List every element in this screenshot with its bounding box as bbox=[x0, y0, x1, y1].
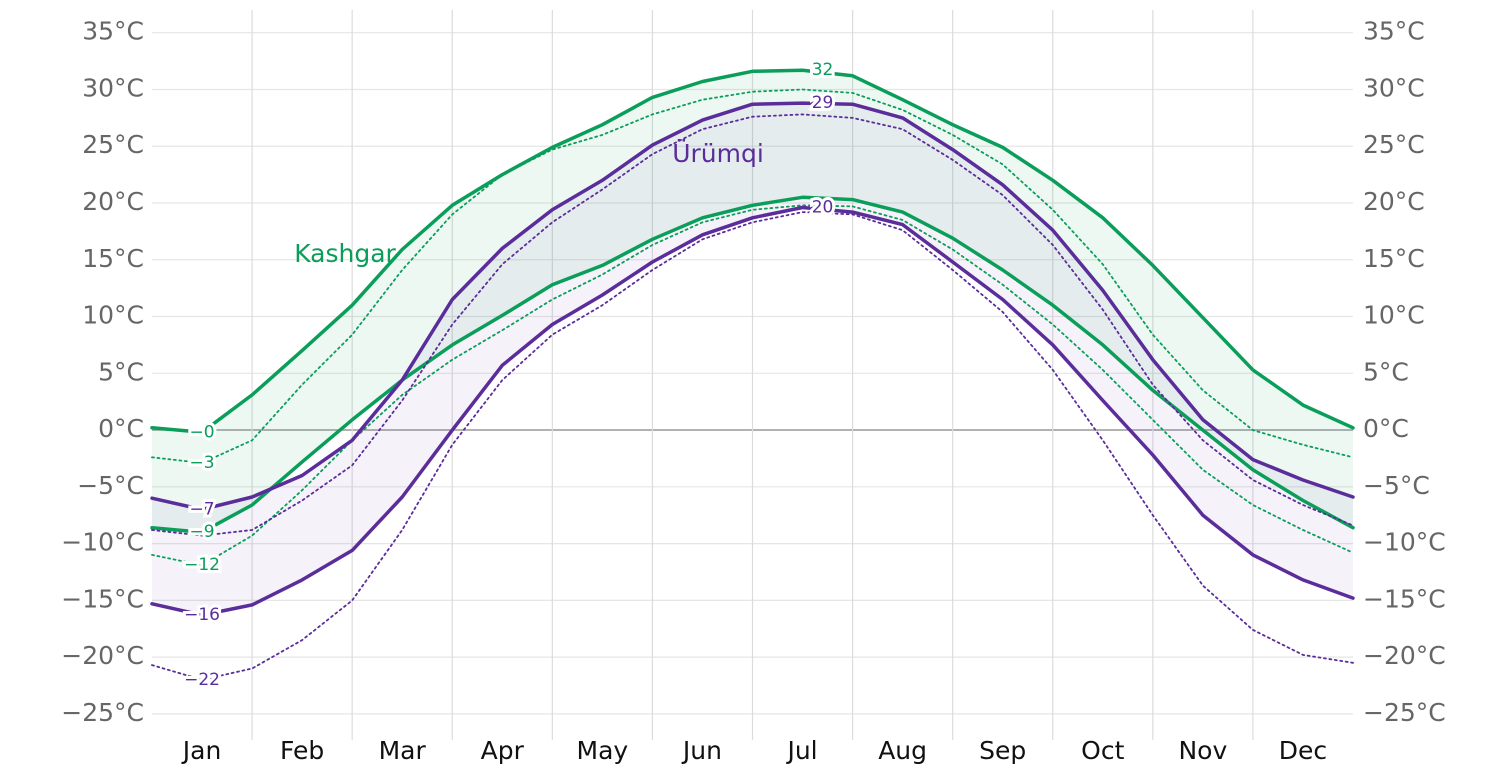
x-tick-label: Apr bbox=[481, 736, 525, 765]
dotted-line bbox=[151, 88, 1354, 464]
y2-tick-label: 5°C bbox=[1363, 357, 1409, 386]
x-tick-label: Jan bbox=[181, 736, 222, 765]
temperature-line bbox=[150, 205, 1355, 617]
y2-tick-label: −15°C bbox=[1363, 584, 1446, 613]
x-tick-label: Aug bbox=[878, 736, 927, 765]
y2-tick-label: 15°C bbox=[1363, 244, 1425, 273]
y2-tick-label: −20°C bbox=[1363, 641, 1446, 670]
y-tick-label: 5°C bbox=[98, 357, 144, 386]
x-tick-label: Nov bbox=[1178, 736, 1227, 765]
x-tick-label: Dec bbox=[1279, 736, 1327, 765]
range-band bbox=[152, 70, 1353, 533]
x-tick-label: Feb bbox=[280, 736, 324, 765]
y-tick-label: −5°C bbox=[77, 471, 144, 500]
y2-tick-label: −10°C bbox=[1363, 528, 1446, 557]
y-tick-label: 25°C bbox=[82, 130, 144, 159]
x-tick-label: Jun bbox=[681, 736, 722, 765]
value-label: −0 bbox=[190, 422, 215, 442]
series-label: Ürümqi bbox=[672, 139, 764, 168]
y-tick-label: 15°C bbox=[82, 244, 144, 273]
temperature-line bbox=[150, 101, 1355, 512]
y-tick-label: 20°C bbox=[82, 187, 144, 216]
series-label: Kashgar bbox=[294, 239, 396, 268]
y-tick-label: −15°C bbox=[61, 584, 144, 613]
x-tick-label: Jul bbox=[785, 736, 817, 765]
y-tick-label: −10°C bbox=[61, 528, 144, 557]
value-label: −7 bbox=[190, 500, 215, 520]
value-label: −9 bbox=[190, 522, 215, 542]
y2-tick-label: 25°C bbox=[1363, 130, 1425, 159]
x-tick-label: Mar bbox=[379, 736, 427, 765]
temperature-line bbox=[150, 68, 1355, 435]
x-tick-label: Sep bbox=[979, 736, 1026, 765]
value-label: −16 bbox=[184, 605, 220, 625]
dotted-line bbox=[151, 113, 1354, 537]
value-label: 32 bbox=[812, 60, 834, 80]
x-tick-label: May bbox=[577, 736, 629, 765]
temperature-line bbox=[150, 195, 1355, 534]
y2-tick-label: 30°C bbox=[1363, 73, 1425, 102]
y-tick-label: 35°C bbox=[82, 17, 144, 46]
y2-tick-label: 20°C bbox=[1363, 187, 1425, 216]
y-tick-label: 10°C bbox=[82, 301, 144, 330]
y-tick-label: −25°C bbox=[61, 698, 144, 727]
value-label: 29 bbox=[812, 93, 834, 113]
y2-tick-label: −25°C bbox=[1363, 698, 1446, 727]
y2-tick-label: −5°C bbox=[1363, 471, 1430, 500]
x-tick-label: Oct bbox=[1081, 736, 1124, 765]
value-label: −12 bbox=[184, 555, 220, 575]
y-tick-label: −20°C bbox=[61, 641, 144, 670]
y-tick-label: 0°C bbox=[98, 414, 144, 443]
y2-tick-label: 0°C bbox=[1363, 414, 1409, 443]
y2-tick-label: 35°C bbox=[1363, 17, 1425, 46]
dotted-line bbox=[151, 211, 1354, 681]
value-label: 20 bbox=[812, 198, 834, 218]
value-label: −3 bbox=[190, 453, 215, 473]
y-tick-label: 30°C bbox=[82, 73, 144, 102]
y2-tick-label: 10°C bbox=[1363, 301, 1425, 330]
value-label: −22 bbox=[184, 670, 220, 690]
